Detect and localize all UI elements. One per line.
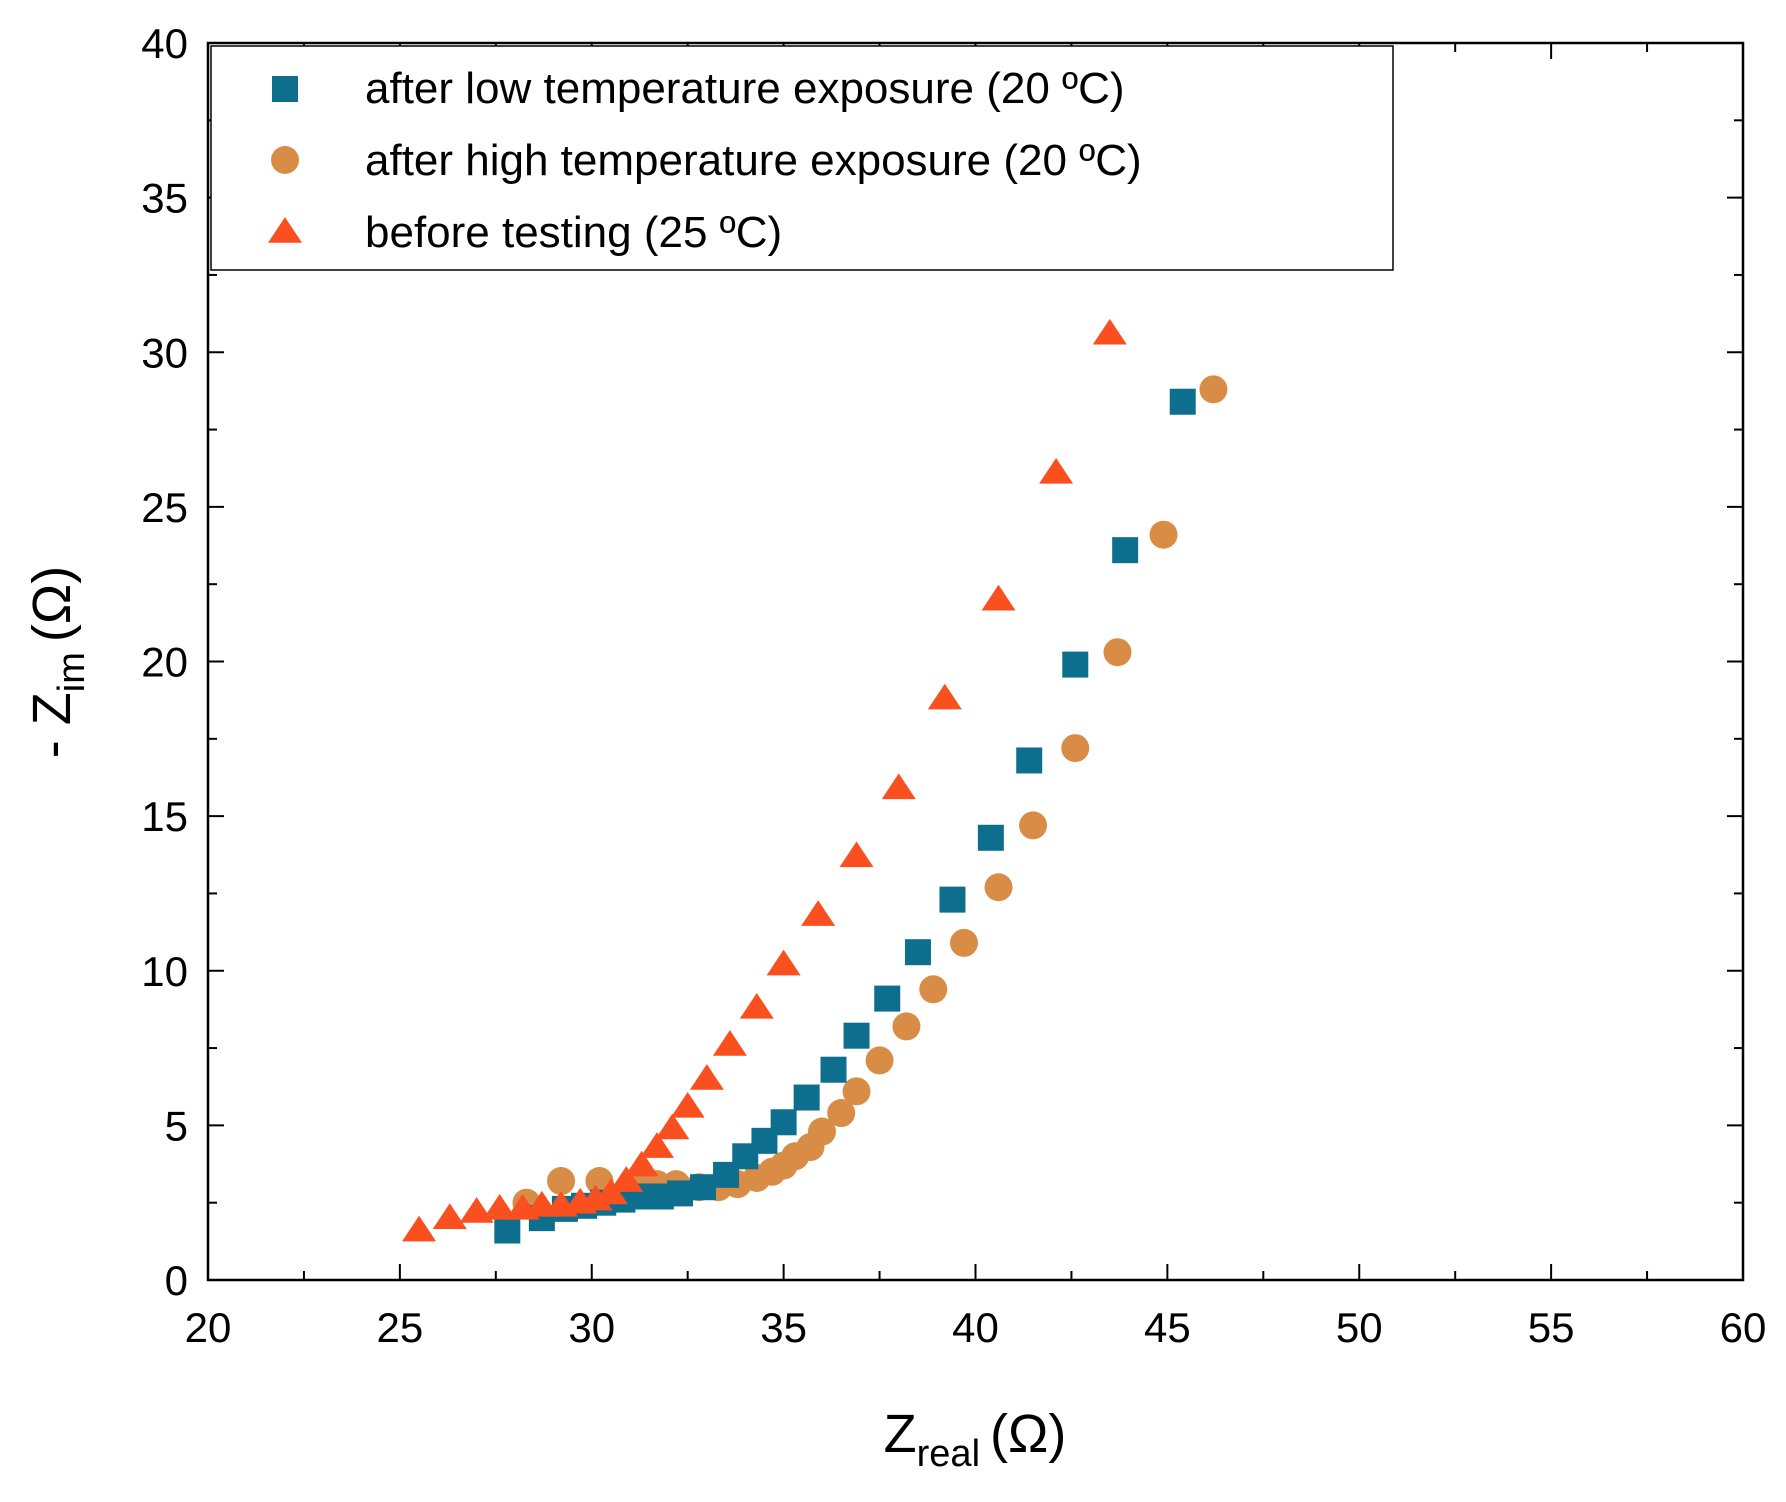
- low-temp-point: [820, 1056, 847, 1083]
- high-temp-point: [1149, 520, 1178, 549]
- low-temp-point: [939, 886, 966, 913]
- legend-marker-circle: [271, 146, 299, 174]
- before-testing-point: [839, 841, 874, 868]
- y-tick-label: 35: [141, 175, 188, 222]
- x-tick-label: 45: [1144, 1304, 1191, 1351]
- before-testing-point: [766, 949, 801, 976]
- y-tick-label: 20: [141, 639, 188, 686]
- y-tick-label: 5: [165, 1102, 188, 1149]
- legend-box: [210, 45, 1394, 271]
- x-axis-title-sub: real: [917, 1433, 980, 1475]
- high-temp-point: [984, 873, 1013, 902]
- high-temp-point: [1103, 638, 1132, 667]
- low-temp-point: [874, 985, 901, 1012]
- data-points: [402, 318, 1228, 1244]
- x-axis-title-main: Z: [884, 1404, 917, 1464]
- before-testing-point: [689, 1064, 724, 1090]
- high-temp-point: [1199, 375, 1228, 404]
- y-axis-title-unit: (Ω): [22, 566, 82, 642]
- y-tick-label: 10: [141, 948, 188, 995]
- before-testing-point: [801, 900, 836, 926]
- before-testing-point: [402, 1215, 437, 1242]
- x-tick-label: 20: [185, 1304, 232, 1351]
- before-testing-point: [655, 1113, 690, 1140]
- before-testing-point: [670, 1091, 705, 1118]
- high-temp-point: [842, 1077, 871, 1106]
- legend-label-high: after high temperature exposure (20 ºC): [365, 136, 1142, 185]
- low-temp-point: [1062, 651, 1089, 678]
- x-axis-title: Zreal (Ω): [884, 1404, 1067, 1475]
- high-temp-point: [949, 928, 978, 957]
- y-tick-label: 30: [141, 329, 188, 376]
- before-testing-point: [1039, 457, 1074, 484]
- before-testing-point: [927, 683, 962, 710]
- legend: after low temperature exposure (20 ºC) a…: [210, 45, 1394, 271]
- before-testing-point: [881, 773, 916, 800]
- x-tick-label: 25: [377, 1304, 424, 1351]
- high-temp-point: [892, 1012, 921, 1041]
- low-temp-point: [1112, 537, 1139, 564]
- before-testing-point: [624, 1150, 659, 1177]
- before-testing-point: [609, 1166, 644, 1192]
- high-temp-point: [1061, 734, 1090, 763]
- y-axis-title: - Zim (Ω): [22, 566, 93, 758]
- low-temp-point: [690, 1174, 717, 1201]
- low-temp-point: [1016, 747, 1043, 774]
- y-tick-label: 0: [165, 1257, 188, 1304]
- high-temp-point: [827, 1099, 856, 1128]
- low-temp-point: [977, 824, 1004, 851]
- high-temp-point: [1019, 811, 1048, 840]
- y-tick-label: 25: [141, 484, 188, 531]
- y-tick-label: 40: [141, 20, 188, 67]
- x-tick-label: 60: [1720, 1304, 1767, 1351]
- x-tick-label: 30: [568, 1304, 615, 1351]
- y-tick-label: 15: [141, 793, 188, 840]
- high-temp-point: [919, 975, 948, 1004]
- x-tick-label: 35: [760, 1304, 807, 1351]
- before-testing-point: [1092, 318, 1127, 345]
- y-axis-title-prefix: - Z: [22, 692, 82, 758]
- low-temp-point: [793, 1084, 820, 1111]
- high-temp-point: [547, 1167, 576, 1196]
- low-temp-point: [843, 1022, 870, 1049]
- low-temp-point: [770, 1109, 797, 1136]
- legend-label-low: after low temperature exposure (20 ºC): [365, 64, 1125, 113]
- high-temp-point: [865, 1046, 894, 1075]
- legend-label-before: before testing (25 ºC): [365, 208, 782, 257]
- x-tick-label: 55: [1528, 1304, 1575, 1351]
- before-testing-point: [739, 992, 774, 1019]
- low-temp-point: [1169, 388, 1196, 415]
- low-temp-point: [904, 939, 931, 966]
- legend-marker-square: [272, 76, 298, 102]
- x-tick-label: 40: [952, 1304, 999, 1351]
- tick-labels: 20 25 30 35 40 45 50 55 60 0 5 10 15 20 25 30 35 40: [141, 20, 1766, 1351]
- low-temp-point: [494, 1217, 521, 1244]
- low-temp-point: [667, 1180, 694, 1207]
- x-axis-title-unit: (Ω): [990, 1404, 1066, 1464]
- legend-markers: [268, 76, 302, 243]
- before-testing-point: [981, 584, 1016, 611]
- y-axis-title-sub: im: [51, 652, 93, 692]
- x-tick-label: 50: [1336, 1304, 1383, 1351]
- before-testing-point: [639, 1132, 674, 1158]
- before-testing-point: [432, 1203, 467, 1229]
- before-testing-point: [712, 1030, 747, 1056]
- before-testing-point: [482, 1193, 517, 1220]
- high-temp-point: [808, 1117, 836, 1146]
- legend-marker-triangle: [268, 217, 302, 243]
